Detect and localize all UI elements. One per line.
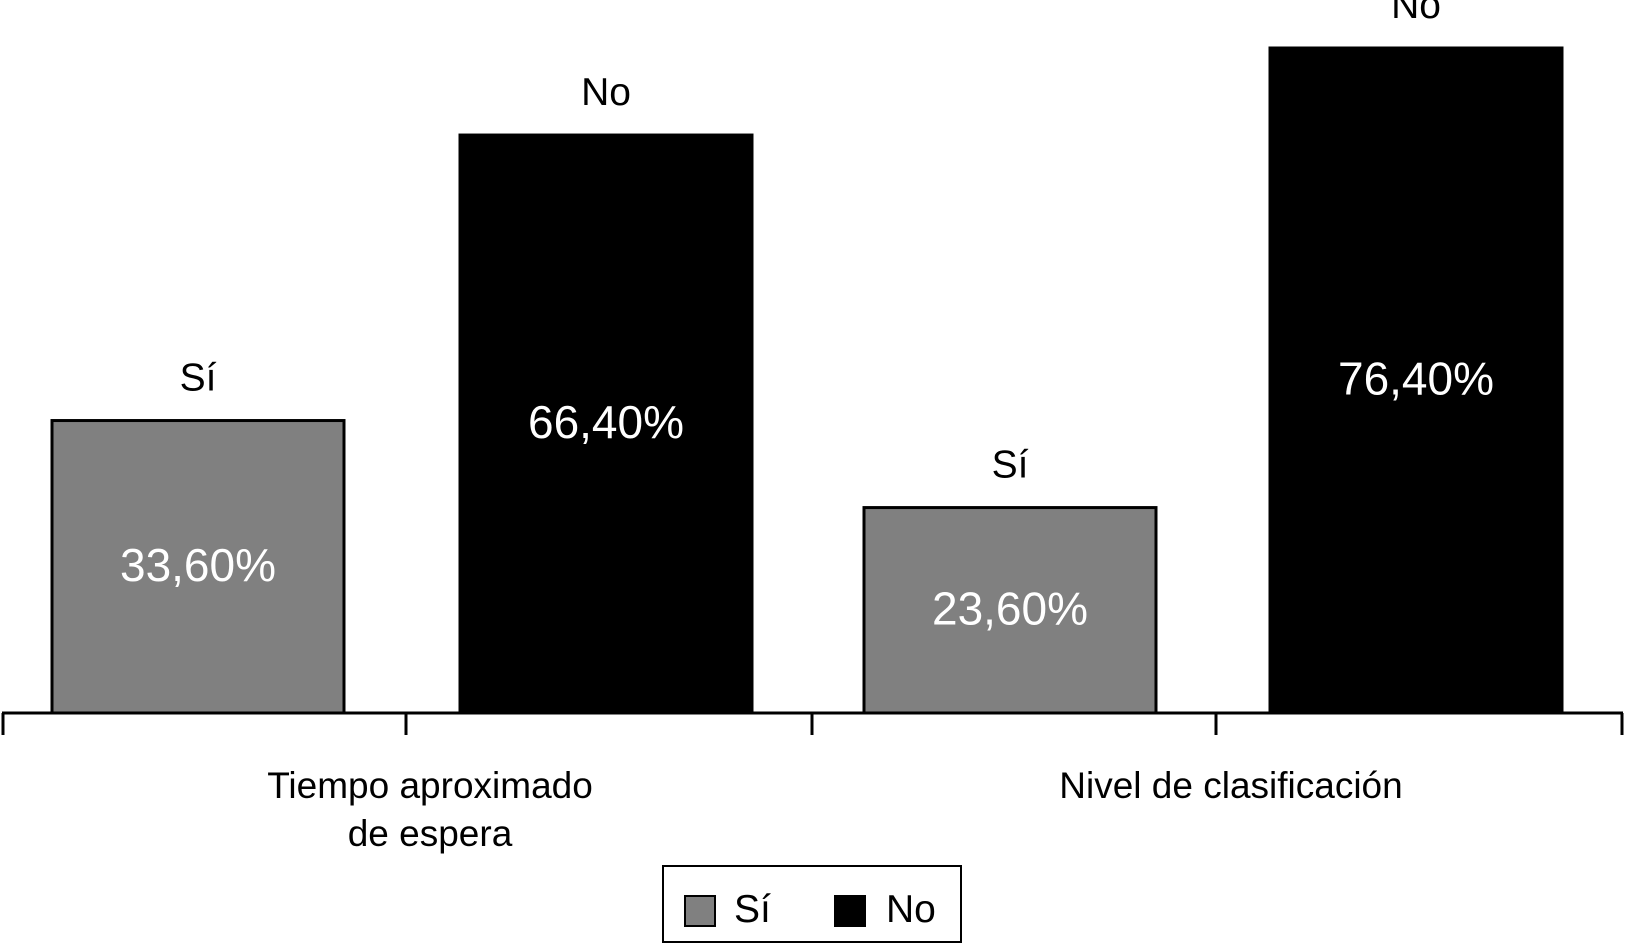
bar-si-0 [50,419,346,715]
value-label-no-1: 76,40% [1338,353,1494,405]
legend: Sí No [662,865,962,943]
legend-swatch-no [834,895,866,927]
bar-si-1 [862,506,1158,715]
value-label-si-0: 33,60% [120,539,276,591]
value-label-si-1: 23,60% [932,582,1088,634]
category-label-tiempo: Tiempo aproximado de espera [267,765,593,854]
legend-label-si: Sí [734,888,771,931]
bar-no-1 [1268,46,1564,715]
value-label-no-0: 66,40% [528,396,684,448]
legend-swatch-si [684,895,716,927]
category-label-nivel: Nivel de clasificación [1059,765,1403,806]
bar-top-label-no-0: No [581,71,631,114]
legend-label-no: No [886,888,936,931]
bar-no-0 [458,133,754,715]
bar-top-label-si-0: Sí [180,357,217,400]
bar-top-label-si-1: Sí [992,444,1029,487]
bar-top-label-no-1: No [1391,0,1441,27]
